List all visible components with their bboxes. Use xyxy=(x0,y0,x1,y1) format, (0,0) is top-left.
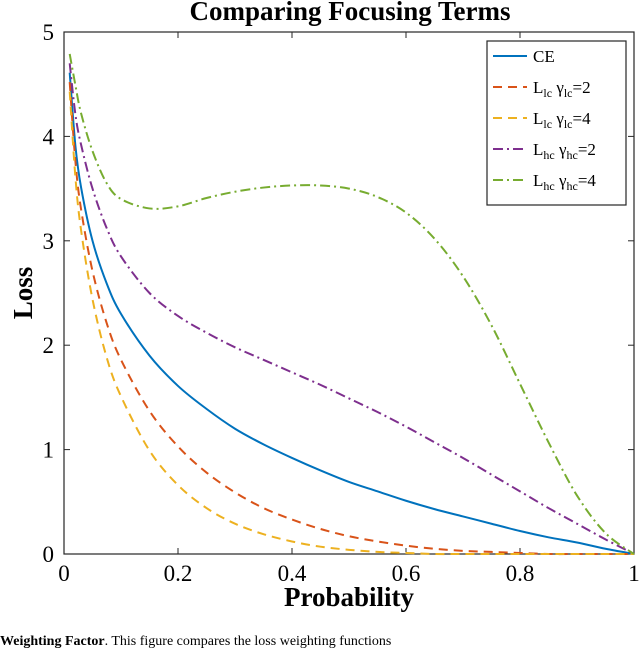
chart-title: Comparing Focusing Terms xyxy=(189,0,510,26)
y-tick-label: 0 xyxy=(43,542,55,567)
y-tick-label: 3 xyxy=(43,229,55,254)
y-tick-label: 2 xyxy=(43,333,55,358)
legend: CE Llc γlc=2 Llc γlc=4 Lhc γhc=2 Lhc γhc=4 xyxy=(486,40,627,206)
x-tick-label: 0.8 xyxy=(506,561,535,586)
series-line-3 xyxy=(68,63,635,555)
y-axis: 0 1 2 3 4 5 xyxy=(43,20,634,567)
x-tick-label: 0.6 xyxy=(392,561,421,586)
series-line-4 xyxy=(68,53,635,555)
series-line-1 xyxy=(68,82,634,556)
legend-label-2: Llc γlc=4 xyxy=(533,109,591,131)
y-tick-label: 1 xyxy=(43,438,55,463)
legend-label-1: Llc γlc=2 xyxy=(533,78,591,100)
legend-box xyxy=(486,40,627,206)
caption-bold: Weighting Factor xyxy=(0,634,105,649)
series-line-0 xyxy=(68,72,635,555)
x-axis: 0 0.2 0.4 0.6 0.8 1 xyxy=(58,32,640,586)
y-tick-label: 4 xyxy=(43,124,55,149)
legend-label-4: Lhc γhc=4 xyxy=(533,171,596,193)
figure-caption: Weighting Factor. This figure compares t… xyxy=(0,634,392,649)
x-tick-label: 0 xyxy=(58,561,70,586)
series-line-2 xyxy=(68,91,634,556)
x-tick-label: 0.4 xyxy=(278,561,307,586)
x-tick-label: 1 xyxy=(628,561,640,586)
caption-text: This figure compares the loss weighting … xyxy=(111,634,392,649)
y-axis-label: Loss xyxy=(8,267,38,320)
y-tick-label: 5 xyxy=(43,20,55,45)
x-tick-label: 0.2 xyxy=(164,561,193,586)
line-chart: Comparing Focusing Terms 0 0.2 0.4 0.6 0.8 1 … xyxy=(8,0,640,612)
x-axis-label: Probability xyxy=(284,582,415,612)
series-group xyxy=(68,53,635,556)
legend-label-3: Lhc γhc=2 xyxy=(533,140,596,162)
legend-label-0: CE xyxy=(533,47,555,66)
